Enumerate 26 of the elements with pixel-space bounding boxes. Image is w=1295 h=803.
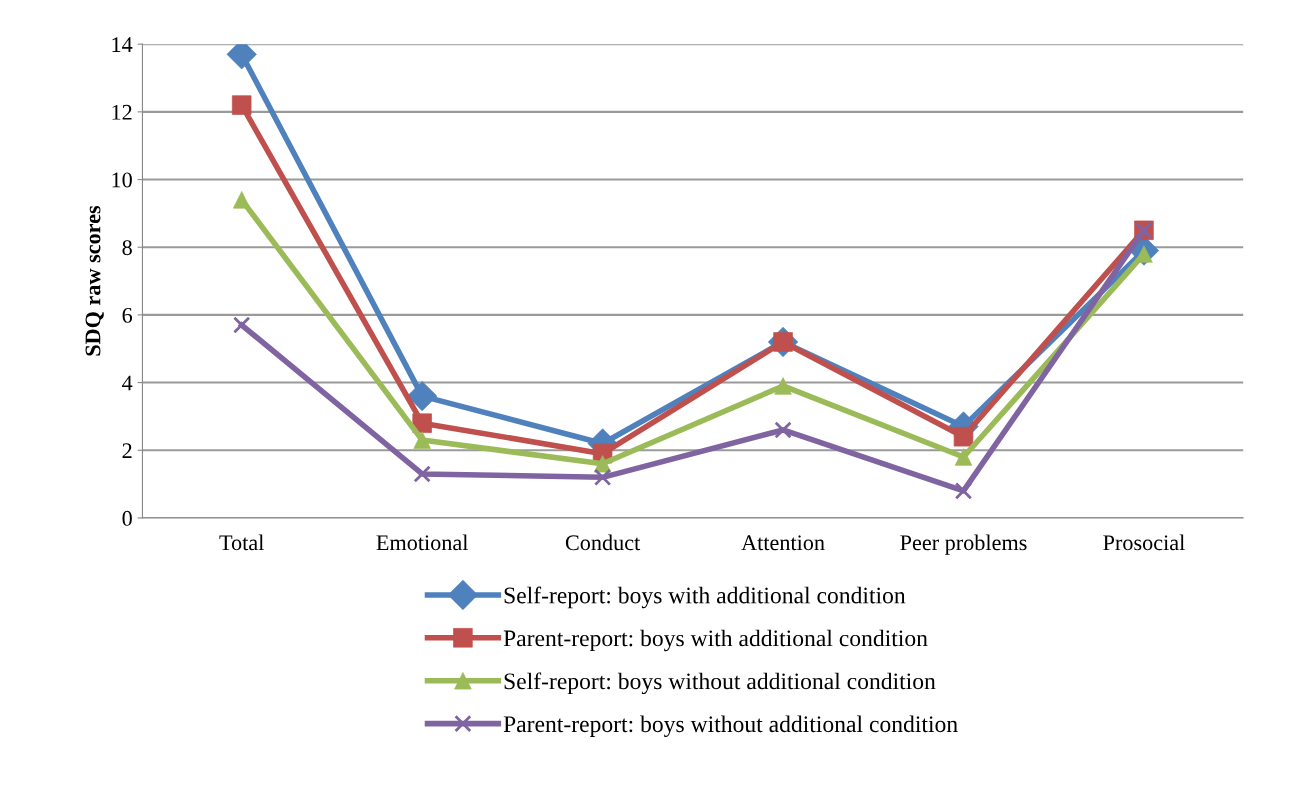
y-tick-label: 8 [122, 240, 132, 256]
x-tick-label: Prosocial [1103, 534, 1185, 551]
legend-label: Parent-report: boys with additional condition [503, 629, 928, 652]
x-tick-label: Emotional [376, 534, 468, 551]
y-tick-label: 10 [112, 172, 132, 188]
x-tick-label: Total [219, 534, 264, 551]
x-tick-label: Peer problems [900, 534, 1027, 555]
point [233, 316, 251, 334]
x-tick-label: Attention [741, 535, 825, 551]
point [953, 426, 974, 447]
point [593, 468, 612, 487]
y-axis-title: SDQ raw scores [85, 205, 104, 356]
legend-label: Self-report: boys with additional condition [504, 586, 906, 609]
point [413, 465, 431, 483]
point [774, 421, 792, 439]
y-tick-label: 14 [112, 37, 133, 52]
point [954, 482, 973, 500]
legend-label: Parent-report: boys without additional condition [503, 715, 958, 737]
x-tick-label: Conduct [565, 534, 641, 551]
y-tick-label: 2 [122, 443, 132, 458]
point [231, 95, 252, 115]
y-tick-label: 0 [122, 510, 132, 526]
y-tick-label: 4 [122, 375, 133, 391]
y-tick-label: 6 [122, 307, 133, 323]
y-tick-label: 12 [112, 104, 132, 120]
legend-label: Self-report: boys without additional condition [504, 672, 936, 695]
